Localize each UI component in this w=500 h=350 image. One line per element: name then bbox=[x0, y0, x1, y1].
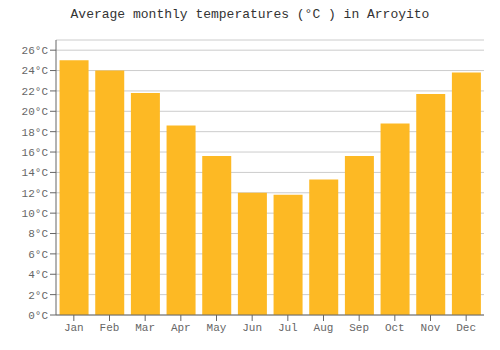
svg-text:0°C: 0°C bbox=[28, 310, 48, 322]
svg-text:Jul: Jul bbox=[278, 322, 298, 334]
svg-text:Apr: Apr bbox=[171, 322, 191, 334]
svg-text:Dec: Dec bbox=[456, 322, 476, 334]
svg-text:20°C: 20°C bbox=[22, 106, 49, 118]
svg-text:May: May bbox=[207, 322, 227, 334]
svg-text:4°C: 4°C bbox=[28, 269, 48, 281]
svg-text:14°C: 14°C bbox=[22, 167, 49, 179]
svg-text:24°C: 24°C bbox=[22, 65, 49, 77]
svg-text:Nov: Nov bbox=[421, 322, 441, 334]
svg-text:18°C: 18°C bbox=[22, 127, 49, 139]
svg-text:Jun: Jun bbox=[242, 322, 262, 334]
svg-text:Mar: Mar bbox=[135, 322, 155, 334]
svg-text:Jan: Jan bbox=[64, 322, 84, 334]
svg-text:26°C: 26°C bbox=[22, 45, 49, 57]
svg-text:12°C: 12°C bbox=[22, 188, 49, 200]
svg-text:22°C: 22°C bbox=[22, 86, 49, 98]
svg-text:10°C: 10°C bbox=[22, 208, 49, 220]
html-text:Average monthly temperatures (: Average monthly temperatures (°C ) in Ar… bbox=[70, 7, 430, 22]
svg-text:Aug: Aug bbox=[314, 322, 334, 334]
svg-text:6°C: 6°C bbox=[28, 249, 48, 261]
svg-text:8°C: 8°C bbox=[28, 228, 48, 240]
svg-text:Oct: Oct bbox=[385, 322, 405, 334]
svg-text:Sep: Sep bbox=[349, 322, 369, 334]
svg-text:16°C: 16°C bbox=[22, 147, 49, 159]
svg-text:2°C: 2°C bbox=[28, 290, 48, 302]
svg-text:Feb: Feb bbox=[100, 322, 120, 334]
